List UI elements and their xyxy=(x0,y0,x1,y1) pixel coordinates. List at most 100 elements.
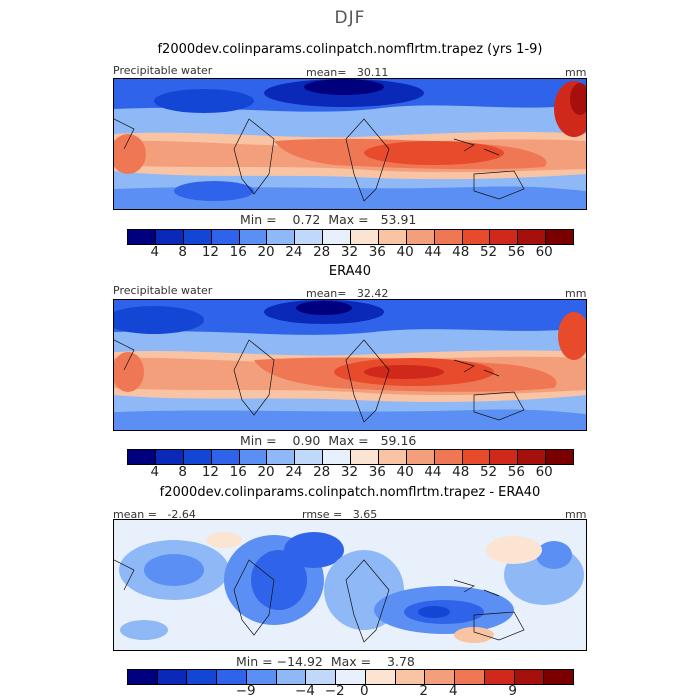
colorbar-swatch xyxy=(462,450,491,464)
colorbar-swatch xyxy=(455,670,485,684)
colorbar-tick-label: 4 xyxy=(449,683,458,699)
panel-3-title: f2000dev.colinparams.colinpatch.nomflrtm… xyxy=(159,485,541,500)
colorbar-tick-label: −2 xyxy=(324,683,345,699)
colorbar-swatch xyxy=(267,450,296,464)
colorbar-tick-label: 24 xyxy=(285,464,303,480)
panel-3-map xyxy=(113,519,587,651)
panel-1-min-value: 0.72 xyxy=(292,212,321,227)
colorbar-swatch xyxy=(462,230,491,244)
panel-1-minmax: Min = 0.72 Max = 53.91 xyxy=(240,212,417,227)
panel-2-mean-label: mean= 32.42 xyxy=(306,287,389,300)
colorbar-swatch xyxy=(546,450,573,464)
colorbar-tick-label: 24 xyxy=(285,244,303,260)
colorbar-tick-label: 2 xyxy=(419,683,428,699)
colorbar-tick-label: 20 xyxy=(257,464,275,480)
colorbar-swatch xyxy=(395,670,426,684)
panel-2-min-value: 0.90 xyxy=(292,433,321,448)
colorbar-tick-label: 36 xyxy=(368,464,386,480)
colorbar-swatch xyxy=(514,670,545,684)
panel-2-colorbar xyxy=(127,449,574,465)
panel-3-minmax: Min = −14.92 Max = 3.78 xyxy=(236,654,415,669)
colorbar-swatch xyxy=(425,670,456,684)
colorbar-tick-label: 44 xyxy=(424,464,442,480)
colorbar-swatch xyxy=(490,230,519,244)
colorbar-swatch xyxy=(211,450,240,464)
colorbar-swatch xyxy=(434,230,463,244)
panel-2-mean-value: 32.42 xyxy=(356,287,389,300)
colorbar-tick-label: 40 xyxy=(396,464,414,480)
colorbar-swatch xyxy=(406,450,435,464)
colorbar-swatch xyxy=(217,670,247,684)
colorbar-tick-label: 52 xyxy=(479,464,498,480)
panel-1-units: mm xyxy=(565,66,587,79)
colorbar-tick-label: 4 xyxy=(150,244,160,260)
colorbar-swatch xyxy=(546,230,573,244)
colorbar-tick-label: 32 xyxy=(340,464,359,480)
figure-title: DJF xyxy=(334,8,366,28)
colorbar-tick-label: 16 xyxy=(229,464,247,480)
panel-3-rmse-value: 3.65 xyxy=(352,508,378,521)
colorbar-swatch xyxy=(239,450,268,464)
colorbar-tick-label: 8 xyxy=(178,464,187,480)
colorbar-swatch xyxy=(239,230,268,244)
colorbar-swatch xyxy=(351,230,379,244)
colorbar-swatch xyxy=(128,670,158,684)
colorbar-tick-label: 60 xyxy=(535,464,553,480)
colorbar-swatch xyxy=(351,450,379,464)
colorbar-tick-label: 16 xyxy=(229,244,247,260)
panel-1-title: f2000dev.colinparams.colinpatch.nomflrtm… xyxy=(157,42,543,57)
colorbar-swatch xyxy=(490,450,519,464)
colorbar-tick-label: 56 xyxy=(507,244,525,260)
colorbar-swatch xyxy=(246,670,277,684)
colorbar-tick-label: 12 xyxy=(201,244,220,260)
colorbar-swatch xyxy=(378,230,407,244)
colorbar-swatch xyxy=(323,450,351,464)
colorbar-tick-label: 56 xyxy=(507,464,525,480)
colorbar-swatch xyxy=(336,670,366,684)
panel-2-map xyxy=(113,299,587,431)
panel-2-max-value: 59.16 xyxy=(380,433,417,448)
panel-2-colorbar-ticks: 4 8 12 16 20 24 28 32 36 40 44 48 52 56 60 xyxy=(127,464,572,480)
panel-3-max-value: 3.78 xyxy=(387,654,415,669)
panel-2-variable-label: Precipitable water xyxy=(113,284,213,297)
colorbar-tick-label: 40 xyxy=(396,244,414,260)
panel-3-min-value: −14.92 xyxy=(276,654,323,669)
colorbar-swatch xyxy=(211,230,240,244)
colorbar-swatch xyxy=(183,230,212,244)
colorbar-swatch xyxy=(518,450,547,464)
colorbar-swatch xyxy=(378,450,407,464)
panel-2-field xyxy=(114,300,586,430)
panel-3-units: mm xyxy=(565,508,587,521)
panel-3-colorbar-ticks: −9 −4 −2 0 2 4 9 xyxy=(127,683,572,699)
panel-3-colorbar xyxy=(127,669,574,685)
panel-1-map xyxy=(113,78,587,210)
panel-2-title: ERA40 xyxy=(328,264,372,279)
colorbar-tick-label: 8 xyxy=(178,244,187,260)
colorbar-tick-label: 48 xyxy=(452,244,470,260)
panel-3-mean-value: -2.64 xyxy=(167,508,196,521)
colorbar-swatch xyxy=(128,450,156,464)
colorbar-tick-label: 9 xyxy=(508,683,517,699)
colorbar-swatch xyxy=(323,230,351,244)
colorbar-swatch xyxy=(406,230,435,244)
colorbar-swatch xyxy=(155,230,184,244)
colorbar-swatch xyxy=(518,230,547,244)
colorbar-swatch xyxy=(295,230,324,244)
colorbar-tick-label: 36 xyxy=(368,244,386,260)
colorbar-tick-label: 32 xyxy=(340,244,359,260)
colorbar-tick-label: 52 xyxy=(479,244,498,260)
colorbar-swatch xyxy=(365,670,396,684)
colorbar-swatch xyxy=(187,670,218,684)
colorbar-tick-label: 48 xyxy=(452,464,470,480)
colorbar-tick-label: 28 xyxy=(313,244,331,260)
colorbar-swatch xyxy=(157,670,188,684)
colorbar-swatch xyxy=(276,670,307,684)
colorbar-tick-label: 0 xyxy=(360,683,369,699)
colorbar-tick-label: −4 xyxy=(295,683,315,699)
panel-3-field xyxy=(114,520,586,650)
colorbar-tick-label: 60 xyxy=(535,244,553,260)
colorbar-tick-label: 20 xyxy=(257,244,275,260)
panel-2-minmax: Min = 0.90 Max = 59.16 xyxy=(240,433,417,448)
colorbar-tick-label: 28 xyxy=(313,464,331,480)
panel-3-rmse-label: rmse = 3.65 xyxy=(302,508,378,521)
